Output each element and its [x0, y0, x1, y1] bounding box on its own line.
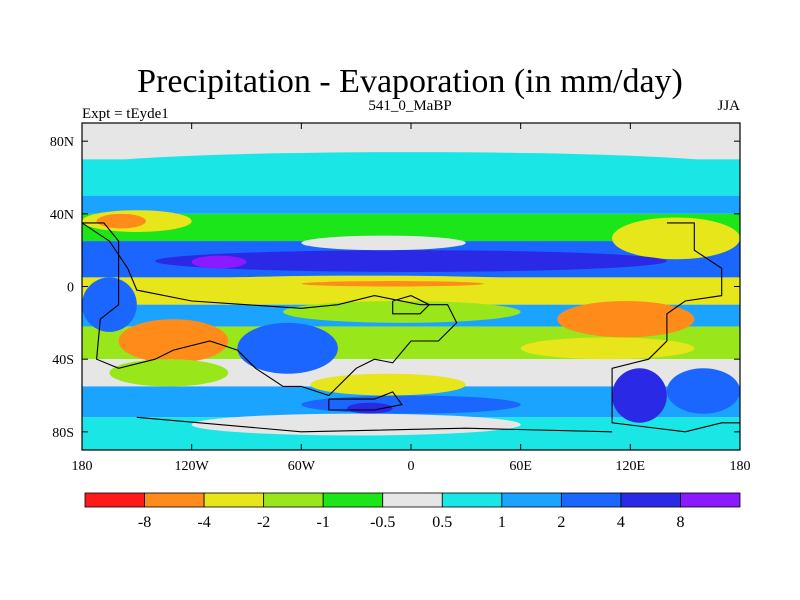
field-patch-itcz-core	[191, 255, 247, 269]
colorbar-label: 4	[617, 514, 625, 531]
colorbar-box-3	[263, 492, 324, 508]
y-tick-label: 0	[67, 281, 74, 296]
field-patch-s-hem-yellow-east	[520, 337, 695, 360]
coastline-small-island-center	[392, 295, 431, 315]
colorbar-label: 8	[676, 514, 684, 531]
x-tick-label: 120E	[616, 459, 646, 474]
center-subtitle: 541_0_MaBP	[368, 98, 451, 114]
coastline-southern-rim	[136, 416, 613, 433]
coastlines	[82, 222, 740, 433]
x-tick-label: 180	[730, 459, 751, 474]
field-patch-subtropical-yellow-east	[612, 217, 740, 260]
colorbar-box-4	[322, 492, 384, 508]
field-patch-s-hem-orange-west	[118, 319, 229, 363]
colorbar-box-5	[382, 492, 443, 508]
x-tick-label: 0	[408, 459, 415, 474]
field-patch-s-hem-orange-east	[557, 301, 695, 338]
field-patch-antarctic-deep	[347, 402, 393, 414]
map-field	[82, 123, 740, 450]
x-axis: 180 120W 60W 0 60E 120E 180	[72, 123, 751, 474]
colorbar-box-8	[560, 492, 622, 508]
field-patch-itcz-deep	[155, 250, 667, 272]
field-patch-south-pacific-blue	[82, 277, 137, 332]
colorbar-label: -0.5	[370, 514, 395, 531]
colorbar-box-10	[680, 492, 741, 508]
colorbar: -8 -4 -2 -1 -0.5 0.5 1 2 4 8	[84, 492, 741, 531]
colorbar-box-9	[620, 492, 681, 508]
field-patch-north-pole-cap	[109, 123, 740, 145]
field-patch-northern-cyan-belt	[82, 152, 740, 182]
field-patch-s-hem-blue-central	[237, 322, 338, 374]
right-subtitle: JJA	[717, 98, 740, 114]
field-patch-antarctic-white	[191, 413, 521, 436]
colorbar-box-7	[501, 492, 562, 508]
field-patch-s-hem-blue-east	[666, 368, 740, 414]
coastline-western-continent	[82, 222, 458, 397]
coastline-southern-island	[328, 391, 403, 411]
field-patch-s-hem-green-west	[109, 359, 229, 387]
y-tick-label: 40N	[50, 208, 74, 223]
field-patch-s-hem-yellow-central	[310, 373, 466, 396]
y-tick-label: 40S	[52, 353, 74, 368]
colorbar-label: -8	[138, 514, 151, 531]
coastline-eastern-continent	[611, 222, 740, 433]
x-tick-label: 120W	[175, 459, 210, 474]
colorbar-box-2	[203, 492, 265, 508]
field-patch-southern-green	[283, 301, 521, 323]
colorbar-label: -4	[197, 514, 210, 531]
field-patch-equatorial-white-gap	[301, 235, 466, 251]
field-patch-s-hem-deep-blue-east	[612, 368, 667, 423]
colorbar-label: -1	[317, 514, 330, 531]
field-patch-equatorial-orange-streak	[301, 281, 485, 287]
colorbar-box-1	[144, 492, 205, 508]
y-tick-label: 80S	[52, 426, 74, 441]
colorbar-box-6	[441, 492, 503, 508]
y-tick-label: 80N	[50, 135, 74, 150]
x-tick-label: 60W	[288, 459, 316, 474]
x-tick-label: 180	[72, 459, 93, 474]
colorbar-label: 1	[498, 514, 506, 531]
y-axis: 80N 40N 0 40S 80S	[50, 135, 740, 441]
colorbar-box-0	[84, 492, 145, 508]
colorbar-label: -2	[257, 514, 270, 531]
field-patch-subtropical-orange-west	[96, 213, 146, 229]
field-patch-antarctic-blue	[301, 395, 521, 414]
colorbar-label: 0.5	[432, 514, 452, 531]
colorbar-label: 2	[557, 514, 565, 531]
left-subtitle: Expt = tEyde1	[82, 106, 169, 122]
chart-title: Precipitation - Evaporation (in mm/day)	[137, 63, 683, 100]
x-tick-label: 60E	[509, 459, 532, 474]
zonal-band-2	[82, 195, 740, 214]
